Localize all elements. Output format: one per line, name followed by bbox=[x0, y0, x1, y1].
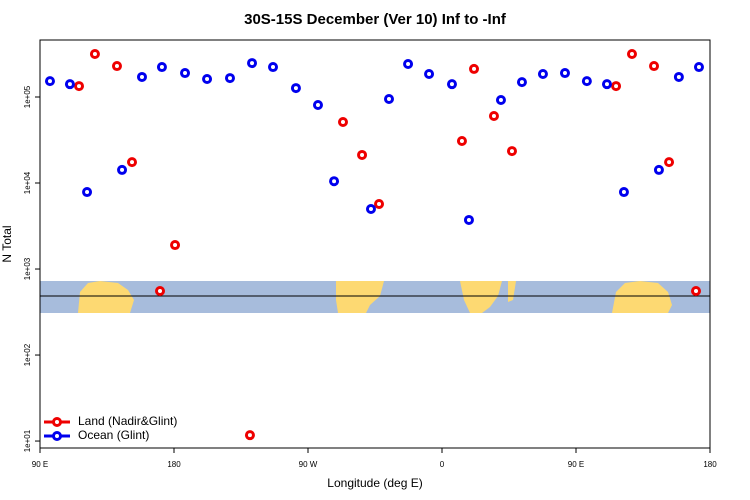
point bbox=[329, 176, 340, 187]
point bbox=[581, 76, 592, 87]
point bbox=[290, 83, 301, 94]
point bbox=[170, 240, 181, 251]
point bbox=[383, 93, 394, 104]
point bbox=[559, 68, 570, 79]
point bbox=[691, 286, 702, 297]
point bbox=[488, 111, 499, 122]
point bbox=[693, 62, 704, 73]
point bbox=[312, 100, 323, 111]
chart-title: 30S-15S December (Ver 10) Inf to -Inf bbox=[244, 11, 507, 28]
point bbox=[136, 71, 147, 82]
x-axis-label: Longitude (deg E) bbox=[327, 476, 422, 490]
y-tick-label: 1e+02 bbox=[23, 343, 32, 366]
point bbox=[456, 135, 467, 146]
y-tick-label: 1e+04 bbox=[23, 171, 32, 194]
x-tick-label: 180 bbox=[703, 460, 717, 469]
point bbox=[403, 58, 414, 69]
point bbox=[424, 69, 435, 80]
point bbox=[89, 49, 100, 60]
point bbox=[537, 69, 548, 80]
legend-marker bbox=[52, 417, 62, 427]
point bbox=[446, 79, 457, 90]
point bbox=[469, 63, 480, 74]
point bbox=[117, 164, 128, 175]
point bbox=[244, 430, 255, 441]
point bbox=[155, 286, 166, 297]
point bbox=[601, 79, 612, 90]
point bbox=[649, 61, 660, 72]
point bbox=[357, 149, 368, 160]
point bbox=[156, 62, 167, 73]
point bbox=[463, 214, 474, 225]
point bbox=[127, 157, 138, 168]
point bbox=[180, 68, 191, 79]
y-tick-label: 1e+01 bbox=[23, 429, 32, 452]
point bbox=[611, 81, 622, 92]
point bbox=[374, 199, 385, 210]
x-tick-label: 180 bbox=[167, 460, 181, 469]
y-tick-label: 1e+03 bbox=[23, 257, 32, 280]
point bbox=[653, 164, 664, 175]
point bbox=[74, 81, 85, 92]
point bbox=[247, 58, 258, 69]
map-strip bbox=[40, 281, 710, 313]
x-tick-label: 90 E bbox=[32, 460, 48, 469]
point bbox=[202, 73, 213, 84]
point bbox=[506, 146, 517, 157]
plot-frame bbox=[39, 39, 711, 449]
legend-label: Land (Nadir&Glint) bbox=[78, 414, 177, 428]
point bbox=[516, 77, 527, 88]
point bbox=[673, 71, 684, 82]
point bbox=[365, 203, 376, 214]
x-tick-label: 0 bbox=[440, 460, 445, 469]
point bbox=[618, 187, 629, 198]
point bbox=[626, 49, 637, 60]
legend-label: Ocean (Glint) bbox=[78, 428, 149, 442]
point bbox=[224, 73, 235, 84]
point bbox=[337, 117, 348, 128]
y-tick-label: 1e+05 bbox=[23, 85, 32, 108]
point bbox=[64, 79, 75, 90]
legend-marker bbox=[52, 431, 62, 441]
point bbox=[268, 62, 279, 73]
x-tick-label: 90 E bbox=[568, 460, 584, 469]
point bbox=[111, 61, 122, 72]
x-tick-label: 90 W bbox=[299, 460, 318, 469]
point bbox=[44, 76, 55, 87]
point bbox=[664, 157, 675, 168]
point bbox=[82, 187, 93, 198]
point bbox=[495, 94, 506, 105]
y-axis-label: N Total bbox=[0, 225, 14, 262]
